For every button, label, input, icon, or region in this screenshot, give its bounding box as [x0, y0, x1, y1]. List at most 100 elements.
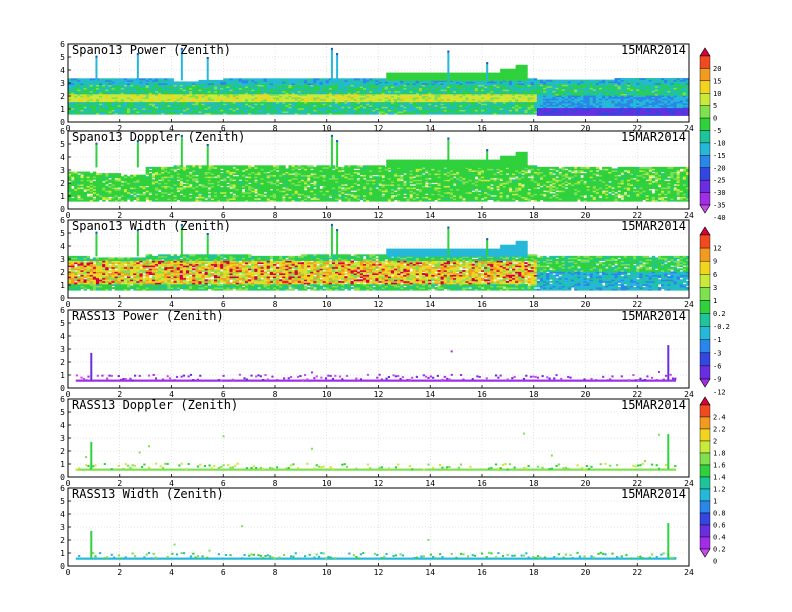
heat-cell — [369, 97, 373, 99]
heat-cell — [325, 83, 330, 85]
heat-cell — [68, 90, 72, 93]
heat-cell — [303, 92, 308, 95]
heat-cell — [223, 83, 227, 85]
heat-cell — [95, 93, 100, 96]
heat-cell — [471, 92, 476, 95]
heat-cell — [285, 107, 289, 110]
heat-cell — [480, 103, 485, 106]
heat-cell — [232, 90, 237, 93]
heat-cell — [518, 89, 522, 92]
heat-cell — [443, 112, 448, 115]
heat-cell — [415, 93, 420, 96]
heat-cell — [521, 103, 525, 106]
heat-cell — [145, 101, 150, 104]
heat-cell — [235, 84, 240, 87]
heat-cell — [77, 101, 81, 104]
heat-cell — [480, 106, 485, 109]
heat-cell — [189, 84, 193, 87]
heat-cell — [294, 81, 299, 84]
heat-cell — [384, 79, 389, 82]
heat-cell — [170, 98, 174, 101]
heat-cell — [372, 112, 376, 115]
heat-cell — [626, 78, 631, 81]
heat-cell — [176, 86, 181, 89]
heat-cell — [465, 89, 469, 92]
heat-cell — [251, 78, 255, 81]
heat-cell — [350, 97, 355, 99]
heat-cell — [145, 86, 150, 89]
heat-cell — [521, 84, 525, 87]
heat-cell — [148, 92, 153, 95]
heat-cell — [68, 103, 72, 106]
heat-cell — [539, 109, 544, 112]
heat-cell — [331, 86, 336, 89]
heat-cell — [232, 98, 237, 101]
heat-cell — [210, 92, 215, 95]
heat-cell — [480, 109, 485, 112]
heat-cell — [493, 111, 497, 114]
heat-cell — [381, 86, 386, 89]
heat-cell — [543, 107, 547, 110]
heat-cell — [443, 92, 448, 95]
heat-cell — [83, 109, 88, 112]
heat-cell — [248, 92, 252, 95]
heat-cell — [533, 89, 538, 92]
heat-cell — [400, 81, 404, 84]
heat-cell — [226, 97, 230, 99]
heat-cell — [74, 83, 78, 85]
heat-cell — [114, 78, 119, 81]
heat-cell — [269, 104, 274, 107]
heat-cell — [89, 101, 94, 104]
heat-cell — [279, 98, 283, 101]
heat-cell — [507, 68, 513, 72]
heat-cell — [465, 95, 469, 98]
heat-cell — [170, 109, 174, 112]
heat-cell — [102, 104, 106, 107]
heat-cell — [390, 92, 395, 95]
heat-cell — [338, 101, 342, 104]
heat-cell — [459, 81, 463, 84]
heat-cell — [83, 93, 88, 96]
heat-cell — [428, 92, 432, 95]
heat-cell — [111, 103, 115, 106]
heat-cell — [431, 83, 435, 85]
heat-cell — [210, 93, 215, 96]
heat-cell — [71, 107, 75, 110]
heat-cell — [443, 79, 448, 82]
heat-cell — [313, 100, 317, 103]
heat-cell — [443, 83, 448, 85]
heat-cell — [421, 81, 426, 84]
heat-cell — [269, 107, 274, 110]
heat-cell — [353, 92, 358, 95]
heat-cell — [176, 106, 181, 109]
heat-cell — [353, 83, 358, 85]
heat-cell — [468, 100, 473, 103]
heat-cell — [362, 79, 367, 82]
heat-cell — [409, 81, 414, 84]
heat-cell — [319, 93, 324, 96]
heat-cell — [254, 98, 258, 101]
heat-cell — [415, 106, 420, 109]
heat-cell — [297, 101, 302, 104]
heat-cell — [192, 89, 196, 92]
heat-cell — [331, 81, 336, 84]
heat-cell — [331, 92, 336, 95]
heat-cell — [412, 104, 417, 107]
heat-cell — [400, 98, 404, 101]
heat-cell — [148, 93, 153, 96]
heat-cell — [300, 106, 305, 109]
heat-cell — [282, 103, 286, 106]
heat-cell — [322, 92, 327, 95]
heat-cell — [434, 89, 438, 92]
heat-cell — [282, 86, 286, 89]
heat-cell — [331, 90, 336, 93]
heat-cell — [477, 103, 482, 106]
heat-cell — [543, 113, 547, 116]
heat-cell — [114, 107, 119, 110]
heat-cell — [279, 90, 283, 93]
heat-cell — [83, 90, 88, 93]
heat-cell — [428, 90, 432, 93]
heat-cell — [567, 79, 572, 82]
heat-cell — [378, 100, 383, 103]
heat-cell — [272, 79, 277, 82]
